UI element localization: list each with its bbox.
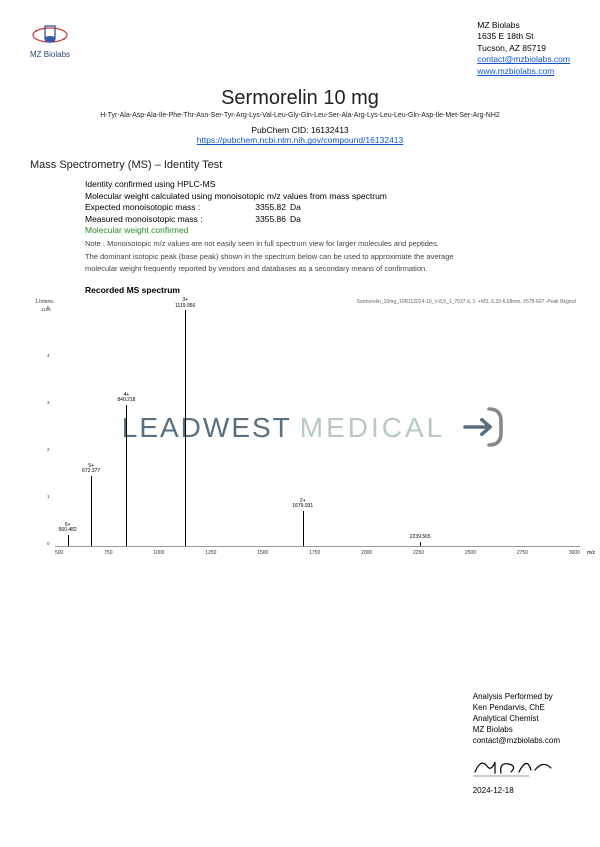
peak-label: 4+840.218	[106, 393, 146, 404]
watermark: LEADWEST MEDICAL	[55, 397, 580, 459]
company-logo: MZ Biolabs	[30, 20, 70, 59]
x-axis-unit: m/z	[587, 550, 595, 556]
mass-spectrum-chart: Sermorelin_10mg_10R112024-10_V-8,5_1_703…	[55, 297, 580, 547]
peak-label: 3+1119.956	[165, 298, 205, 309]
section-title: Mass Spectrometry (MS) – Identity Test	[30, 159, 570, 171]
arrow-icon	[453, 397, 513, 459]
note-3: molecular weight frequently reported by …	[85, 264, 570, 275]
y-axis-label: 1.Intens.	[35, 299, 54, 305]
confirmed-text: Molecular weight confirmed	[85, 225, 570, 236]
watermark-word-2: MEDICAL	[300, 412, 445, 444]
product-title: Sermorelin 10 mg	[30, 87, 570, 110]
x-tick: 2000	[361, 550, 372, 556]
signoff-line1: Analysis Performed by	[473, 692, 560, 703]
x-tick: 2750	[517, 550, 528, 556]
y-tick: 4	[47, 353, 50, 358]
peak-label: 6+560.482	[48, 523, 88, 534]
x-tick: 3000	[569, 550, 580, 556]
spectrum-peak	[303, 511, 304, 546]
signoff-line2: Ken Pendarvis, ChE	[473, 703, 560, 714]
signoff-date: 2024-12-18	[473, 786, 560, 797]
watermark-word-1: LEADWEST	[122, 412, 292, 444]
x-tick: 1250	[205, 550, 216, 556]
spectrum-title: Recorded MS spectrum	[85, 285, 570, 295]
note-1: Note : Monoisotopic m/z values are not e…	[85, 239, 570, 250]
y-tick: 1	[47, 494, 50, 499]
y-tick: 5	[47, 305, 50, 310]
note-2: The dominant isotopic peak (base peak) s…	[85, 252, 570, 263]
signoff-line5: contact@mzbiolabs.com	[473, 736, 560, 747]
spectrum-peak	[68, 535, 69, 547]
company-name: MZ Biolabs	[477, 20, 570, 31]
x-tick: 750	[104, 550, 112, 556]
spectrum-peak	[420, 542, 421, 547]
peak-label: 2239.565	[400, 535, 440, 541]
company-address1: 1635 E 18th St	[477, 31, 570, 42]
identity-results: Identity confirmed using HPLC-MS Molecul…	[85, 179, 570, 275]
pubchem-link[interactable]: https://pubchem.ncbi.nlm.nih.gov/compoun…	[197, 135, 404, 145]
mass-unit-1: Da	[290, 202, 301, 213]
spectrum-peak	[185, 310, 186, 546]
signature-image	[473, 752, 560, 784]
identity-line2: Molecular weight calculated using monois…	[85, 191, 570, 202]
company-email-link[interactable]: contact@mzbiolabs.com	[477, 54, 570, 64]
signature-block: Analysis Performed by Ken Pendarvis, ChE…	[473, 692, 560, 797]
company-website-link[interactable]: www.mzbiolabs.com	[477, 66, 554, 76]
company-address2: Tucson, AZ 85719	[477, 43, 570, 54]
x-tick: 1500	[257, 550, 268, 556]
x-tick: 1750	[309, 550, 320, 556]
company-info: MZ Biolabs 1635 E 18th St Tucson, AZ 857…	[477, 20, 570, 77]
x-tick: 2250	[413, 550, 424, 556]
signoff-line3: Analytical Chemist	[473, 714, 560, 725]
measured-mass-value: 3355.86	[235, 214, 290, 225]
expected-mass-value: 3355.82	[235, 202, 290, 213]
y-tick: 2	[47, 447, 50, 452]
y-tick: 0	[47, 541, 50, 546]
logo-text: MZ Biolabs	[30, 50, 70, 59]
peak-label: 2+1679.931	[283, 499, 323, 510]
spectrum-peak	[91, 476, 92, 547]
expected-mass-label: Expected monoisotopic mass :	[85, 202, 235, 213]
spectrum-header: Sermorelin_10mg_10R112024-10_V-8,5_1_703…	[357, 299, 576, 305]
signoff-line4: MZ Biolabs	[473, 725, 560, 736]
y-tick: 3	[47, 400, 50, 405]
x-tick: 2500	[465, 550, 476, 556]
peptide-sequence: H-Tyr-Ala-Asp-Ala-Ile-Phe-Thr-Asn-Ser-Ty…	[30, 112, 570, 119]
mass-unit-2: Da	[290, 214, 301, 225]
identity-line1: Identity confirmed using HPLC-MS	[85, 179, 570, 190]
spectrum-peak	[126, 405, 127, 547]
measured-mass-label: Measured monoisotopic mass :	[85, 214, 235, 225]
x-tick: 500	[55, 550, 63, 556]
x-axis-ticks: 500 750 1000 1250 1500 1750 2000 2250 2500 2750 30…	[55, 550, 580, 556]
pubchem-cid: PubChem CID: 16132413	[251, 125, 348, 135]
peak-label: 5+672.377	[71, 464, 111, 475]
x-tick: 1000	[153, 550, 164, 556]
